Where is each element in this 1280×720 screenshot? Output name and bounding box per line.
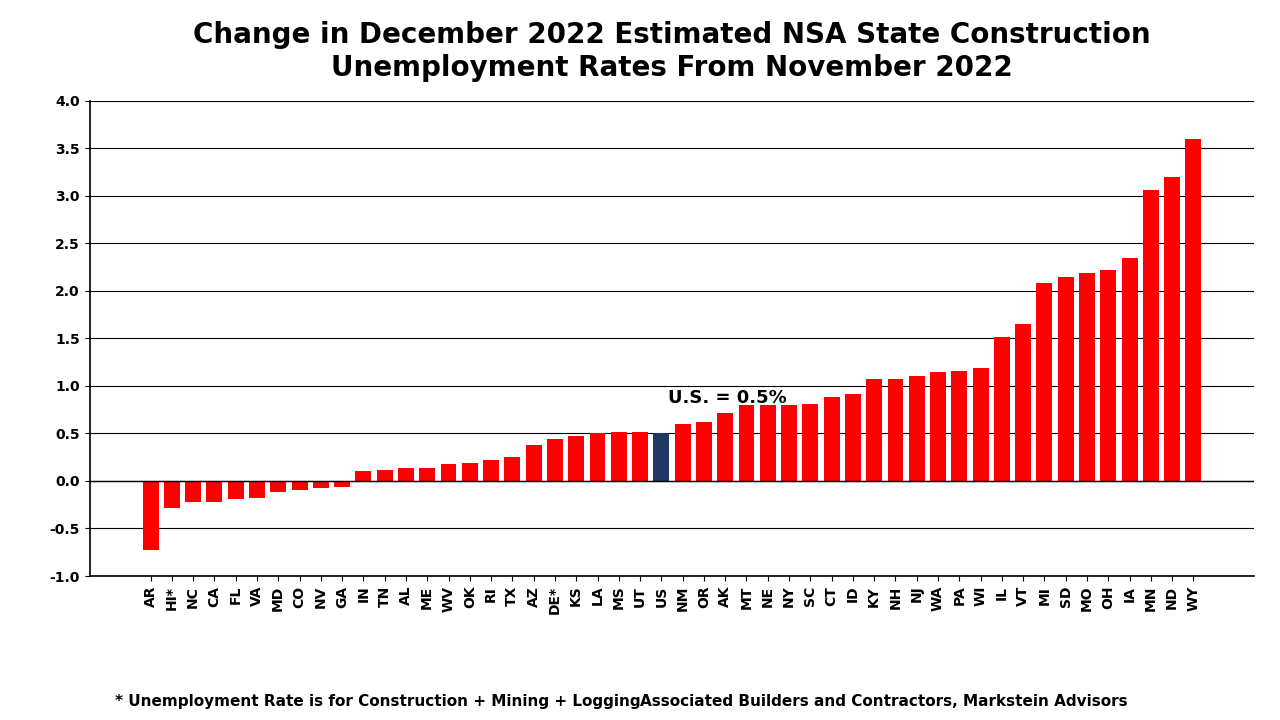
Bar [526,445,541,481]
Bar [611,433,627,481]
Bar [951,371,968,481]
Bar [696,422,712,481]
Bar [420,468,435,481]
Bar [717,413,733,481]
Bar [356,472,371,481]
Bar [547,439,563,481]
Bar [632,431,648,481]
Bar [1079,273,1094,481]
Bar [739,405,754,481]
Bar [995,338,1010,481]
Bar [292,481,307,490]
Bar [887,379,904,481]
Bar [653,433,669,481]
Bar [973,368,988,481]
Bar [845,394,861,481]
Bar [376,469,393,481]
Bar [590,433,605,481]
Bar [675,424,691,481]
Bar [781,405,797,481]
Bar [228,481,243,499]
Bar [270,481,287,492]
Bar [760,405,776,481]
Title: Change in December 2022 Estimated NSA State Construction
Unemployment Rates From: Change in December 2022 Estimated NSA St… [193,22,1151,82]
Text: U.S. = 0.5%: U.S. = 0.5% [668,389,786,407]
Text: Associated Builders and Contractors, Markstein Advisors: Associated Builders and Contractors, Mar… [640,694,1128,709]
Bar [398,468,413,481]
Bar [250,481,265,498]
Bar [142,481,159,550]
Bar [1101,270,1116,481]
Bar [1143,190,1158,481]
Bar [1037,283,1052,481]
Bar [803,404,818,481]
Bar [504,457,521,481]
Bar [462,463,477,481]
Bar [823,397,840,481]
Bar [1057,276,1074,481]
Bar [440,464,457,481]
Bar [334,481,349,487]
Bar [483,460,499,481]
Bar [186,481,201,502]
Bar [931,372,946,481]
Bar [1121,258,1138,481]
Bar [1185,139,1202,481]
Bar [909,377,924,481]
Bar [312,481,329,487]
Bar [1165,177,1180,481]
Text: * Unemployment Rate is for Construction + Mining + Logging: * Unemployment Rate is for Construction … [115,694,641,709]
Bar [867,379,882,481]
Bar [206,481,223,502]
Bar [1015,324,1032,481]
Bar [164,481,179,508]
Bar [568,436,584,481]
